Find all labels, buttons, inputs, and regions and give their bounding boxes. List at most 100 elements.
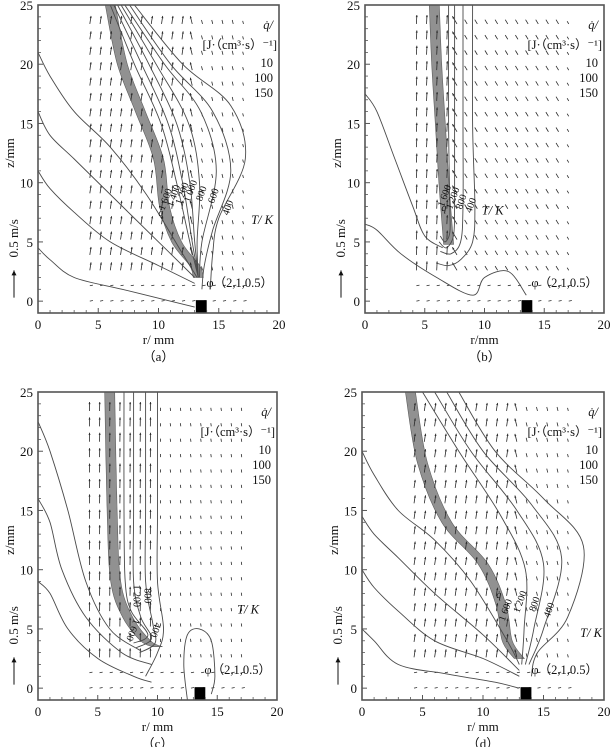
x-tick-label: 10 [151, 704, 164, 719]
velocity-arrow [525, 111, 529, 117]
velocity-arrow [242, 267, 244, 271]
velocity-arrow [516, 671, 521, 674]
arrow-head [108, 525, 111, 528]
velocity-arrow [504, 50, 509, 55]
x-tick-label: 5 [95, 317, 102, 332]
velocity-arrow [171, 300, 175, 302]
arrow-head [452, 216, 455, 219]
arrow-head [171, 262, 174, 265]
arrow-head [435, 215, 439, 218]
arrow-head [171, 46, 174, 50]
velocity-arrow [536, 422, 538, 427]
velocity-arrow [242, 144, 244, 148]
velocity-arrow [221, 143, 224, 148]
temperature-contour-1600 [123, 392, 149, 644]
x-axis-title: r/ mm [467, 719, 498, 734]
arrow-head [149, 509, 152, 512]
arrow-head [98, 417, 101, 420]
arrow-head [171, 231, 174, 234]
arrow-head [161, 231, 164, 234]
arrow-head [506, 464, 509, 467]
velocity-arrow [119, 687, 124, 689]
arrow-head [514, 526, 517, 529]
velocity-arrow [567, 654, 569, 658]
arrow-head [424, 572, 427, 575]
arrow-head [189, 93, 192, 96]
arrow-head [118, 617, 122, 620]
arrow-head [120, 216, 123, 219]
velocity-arrow [538, 284, 542, 287]
arrow-head [506, 433, 509, 437]
arrow-head [89, 262, 92, 265]
velocity-arrow [484, 250, 488, 256]
arrow-head [98, 509, 101, 512]
temperature-label: T/ K [251, 213, 274, 227]
arrow-head [140, 123, 143, 127]
arrow-head [151, 92, 154, 96]
arrow-head [452, 139, 455, 142]
velocity-arrow [566, 98, 570, 102]
arrow-head [455, 464, 458, 467]
velocity-arrow [140, 687, 144, 689]
arrow-head [444, 633, 447, 637]
arrow-head [118, 494, 122, 497]
arrow-head [108, 478, 111, 482]
velocity-arrow [231, 19, 234, 25]
arrow-head [475, 464, 478, 467]
arrow-head [434, 541, 437, 544]
velocity-arrow [130, 284, 134, 287]
velocity-arrow [567, 531, 569, 535]
arrow-head [108, 571, 111, 574]
arrow-head [129, 417, 132, 420]
arrow-head [435, 14, 439, 18]
arrow-head [140, 31, 143, 34]
arrow-head [514, 557, 517, 560]
arrow-head [435, 107, 439, 110]
arrow-head [452, 231, 455, 235]
velocity-arrow [556, 591, 559, 596]
arrow-head [506, 402, 509, 406]
velocity-arrow [484, 50, 488, 55]
arrow-head [130, 46, 133, 50]
velocity-arrow [567, 546, 569, 550]
arrow-head [110, 15, 113, 19]
arrow-head [161, 246, 164, 250]
temperature-contour-1200 [434, 392, 545, 665]
arrow-head [129, 463, 132, 466]
arrow-head [151, 108, 154, 111]
arrow-head [475, 556, 478, 560]
velocity-arrow [567, 484, 569, 489]
arrow-head [140, 216, 143, 219]
arrow-head [485, 541, 488, 544]
velocity-arrow [548, 300, 552, 302]
arrow-head [110, 185, 113, 188]
velocity-arrow [494, 158, 498, 163]
velocity-arrow [465, 671, 469, 674]
velocity-arrow [456, 300, 461, 302]
velocity-arrow [201, 189, 203, 194]
velocity-arrow [535, 34, 539, 40]
velocity-arrow [556, 422, 559, 427]
arrow-head [151, 231, 154, 234]
arrow-head [514, 449, 517, 452]
arrow-head [110, 62, 113, 65]
velocity-arrow [535, 158, 539, 163]
arrow-head [514, 433, 517, 437]
velocity-arrow [243, 284, 247, 287]
arrow-head [485, 479, 488, 483]
velocity-arrow [464, 81, 468, 86]
velocity-arrow [555, 250, 559, 256]
arrow-head [465, 587, 468, 591]
arrow-head [108, 401, 111, 405]
velocity-arrow [515, 65, 519, 71]
arrow-head [506, 449, 509, 452]
arrow-head [118, 509, 122, 512]
arrow-head [446, 138, 449, 141]
velocity-arrow [504, 219, 509, 225]
arrow-head [475, 479, 478, 483]
velocity-arrow [545, 96, 549, 102]
x-tick-label: 10 [477, 704, 490, 719]
arrow-head [475, 495, 478, 498]
reaction-zone-band [104, 392, 163, 648]
velocity-arrow [190, 671, 195, 674]
